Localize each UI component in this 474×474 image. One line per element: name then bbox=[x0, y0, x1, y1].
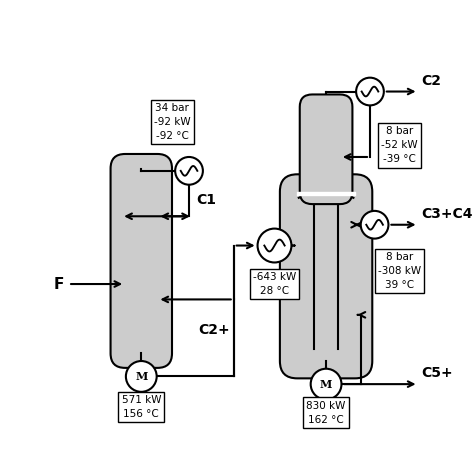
Circle shape bbox=[126, 361, 157, 392]
Text: C5+: C5+ bbox=[421, 366, 452, 380]
Text: C3+C4+: C3+C4+ bbox=[421, 207, 474, 221]
Text: C2+: C2+ bbox=[198, 323, 230, 337]
FancyBboxPatch shape bbox=[300, 94, 352, 204]
Text: 830 kW
162 °C: 830 kW 162 °C bbox=[306, 401, 346, 425]
Text: C1: C1 bbox=[197, 193, 217, 207]
FancyBboxPatch shape bbox=[110, 154, 172, 368]
Text: M: M bbox=[135, 371, 147, 382]
Text: F: F bbox=[54, 276, 64, 292]
Circle shape bbox=[175, 157, 203, 185]
FancyBboxPatch shape bbox=[280, 174, 372, 378]
Text: -643 kW
28 °C: -643 kW 28 °C bbox=[253, 272, 296, 296]
Circle shape bbox=[310, 369, 341, 400]
Circle shape bbox=[361, 211, 389, 238]
Text: 571 kW
156 °C: 571 kW 156 °C bbox=[121, 395, 161, 419]
Text: 8 bar
-52 kW
-39 °C: 8 bar -52 kW -39 °C bbox=[381, 127, 418, 164]
Text: 8 bar
-308 kW
39 °C: 8 bar -308 kW 39 °C bbox=[378, 252, 421, 290]
Text: 34 bar
-92 kW
-92 °C: 34 bar -92 kW -92 °C bbox=[154, 103, 191, 141]
Circle shape bbox=[356, 78, 384, 105]
Text: C2: C2 bbox=[421, 73, 441, 88]
Circle shape bbox=[257, 228, 292, 263]
Text: M: M bbox=[320, 379, 332, 390]
